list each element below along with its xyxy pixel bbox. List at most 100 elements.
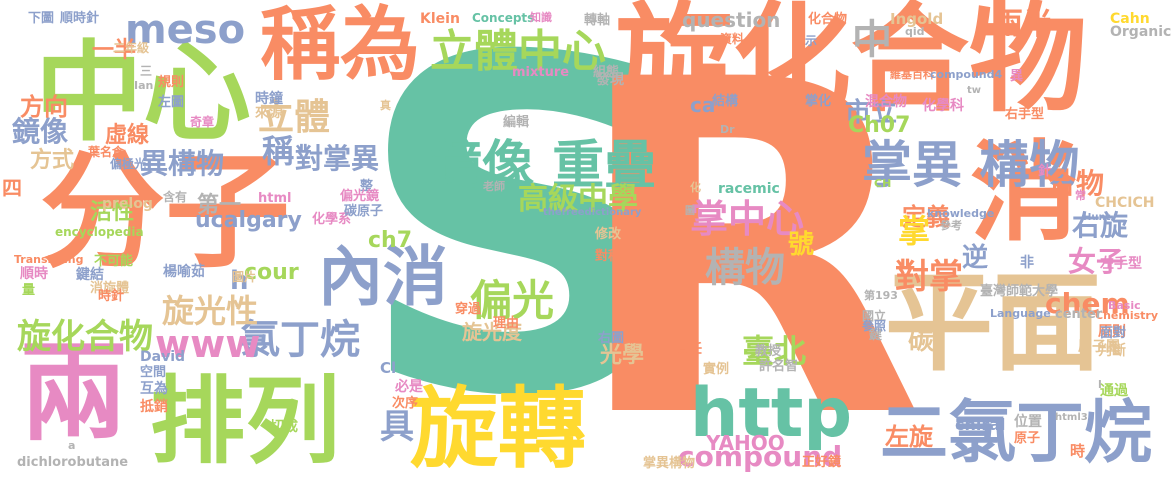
cloud-word: center [1055, 307, 1103, 322]
cloud-word: chiral [955, 415, 1006, 434]
cloud-word: 定義 [902, 203, 950, 231]
cloud-word: 位置 [1014, 414, 1042, 430]
cloud-word: 切成 [270, 419, 298, 435]
cloud-word: 中心 [35, 31, 252, 156]
cloud-word: David [140, 349, 186, 365]
cloud-word: 修改 [595, 227, 622, 242]
cloud-word: Chemistry [1095, 309, 1158, 322]
cloud-word: 旋光度 [462, 320, 522, 344]
cloud-word: 逆 [962, 243, 989, 273]
cloud-word: Klein [420, 11, 460, 27]
cloud-word: chem [1045, 287, 1130, 320]
cloud-word: 兩 [20, 331, 129, 456]
cloud-word: knowledge [927, 207, 995, 220]
cloud-word: Ch07 [848, 113, 911, 138]
cloud-word: 圖 [685, 206, 695, 217]
cloud-word: 女子 [1068, 245, 1125, 278]
cloud-word: 排列 [150, 367, 341, 477]
cloud-word: 合物 [1048, 167, 1105, 200]
cloud-word: 光學 [600, 343, 645, 368]
cloud-word: 轉軸 [584, 13, 611, 28]
cloud-word: 互為 [140, 381, 168, 397]
cloud-word: Basic [1108, 299, 1141, 312]
cloud-word: 穿過 [455, 302, 482, 317]
cloud-word: 實例 [703, 362, 730, 377]
cloud-word: 二氯丁烷 [880, 394, 1153, 473]
cloud-word: 立體中心 [430, 26, 606, 77]
cloud-word: 國立 [862, 309, 887, 323]
cloud-word: 參照 [862, 319, 887, 333]
cloud-word: 稱為 [260, 0, 420, 91]
cloud-word: 面對 [1100, 326, 1127, 341]
cloud-word: 旋化合物 [17, 317, 153, 357]
cloud-word: 時 [1070, 442, 1086, 460]
cloud-word: 左手型 [1100, 256, 1142, 272]
cloud-word: question [682, 8, 781, 32]
cloud-word: 結構 [712, 94, 739, 109]
cloud-word: 掌異構物 [643, 456, 696, 471]
cloud-word: 鏡像 重疊 [430, 136, 657, 196]
cloud-word: 碳原子 [344, 204, 384, 219]
cloud-word: 來源 [255, 105, 283, 121]
cloud-word: 偏光鏡 [340, 189, 380, 204]
cloud-word: 理由 [493, 316, 520, 331]
cloud-word: 許名智 [759, 359, 799, 374]
cloud-word: 判斷 [1098, 343, 1126, 359]
cloud-word: 左旋 [885, 423, 933, 451]
cloud-word: 老師 [483, 180, 505, 193]
cloud-word: qid [905, 25, 925, 38]
cloud-word: Dr [720, 123, 735, 136]
cloud-word: Cl [380, 359, 397, 377]
cloud-word: 針 [1038, 164, 1052, 179]
cloud-word: Cahn [1110, 11, 1150, 27]
cloud-word: 右圖 [598, 331, 625, 346]
cloud-word: 掌化 [805, 94, 832, 109]
cloud-word: ucalgary [195, 208, 302, 233]
cloud-word: 鍵 [869, 328, 883, 343]
cloud-word: 時鐘 [255, 91, 283, 107]
cloud-word: 正好鏡 [802, 455, 842, 470]
cloud-word: 稱 [262, 132, 295, 170]
cloud-word: 維基百科 [890, 68, 934, 81]
cloud-word: CHCICH [1095, 195, 1155, 211]
cloud-word: 構物 [705, 245, 785, 291]
cloud-word: 對稱 [595, 249, 622, 264]
cloud-word: 臺灣師範大學 [980, 284, 1059, 299]
cloud-word: Ian [134, 79, 154, 92]
cloud-word: 掌中心 [690, 197, 805, 241]
cloud-word: 方向 [20, 93, 68, 121]
cloud-word: 鍵結 [76, 267, 104, 283]
cloud-word: 化合物 [808, 12, 848, 27]
cloud-word: 含有 [163, 190, 188, 204]
cloud-word: YAHOO [706, 431, 785, 455]
cloud-word: 四 [2, 176, 22, 200]
cloud-word: ch7 [368, 228, 413, 253]
cloud-word: 分子 [40, 140, 290, 285]
cloud-word: a [68, 439, 76, 452]
cloud-word: 中 [852, 17, 892, 63]
cloud-word: 教授 [755, 344, 782, 359]
cloud-word: 鏡像 [12, 115, 69, 148]
cloud-word: 知識 [530, 11, 552, 24]
cloud-word: 對掌 [895, 257, 963, 297]
cloud-word: 異 [1010, 69, 1024, 84]
cloud-word: 右旋 [1072, 209, 1129, 242]
cloud-word: 旋轉 [410, 377, 587, 480]
cloud-word: 奇章 [190, 115, 215, 129]
cloud-word: cour [244, 260, 299, 285]
cloud-word: 整 [360, 179, 374, 194]
cloud-word: dichlorobutane [17, 455, 129, 470]
cloud-word: 楊喻茹 [163, 264, 205, 280]
cloud-word: 參考 [940, 219, 962, 232]
cloud-word: 原則 [1098, 324, 1126, 340]
cloud-word: 碳 [908, 326, 935, 356]
cloud-word: thefreedictionary [543, 207, 642, 218]
cloud-word: 偏極光 [110, 157, 147, 171]
cloud-word: Organic [1110, 24, 1172, 40]
cloud-word: 化學系 [312, 212, 352, 227]
cloud-word: 原子 [1014, 431, 1041, 446]
cloud-word: tw [967, 85, 982, 96]
cloud-word: prelog [102, 196, 153, 212]
cloud-word: Translating [14, 253, 84, 266]
